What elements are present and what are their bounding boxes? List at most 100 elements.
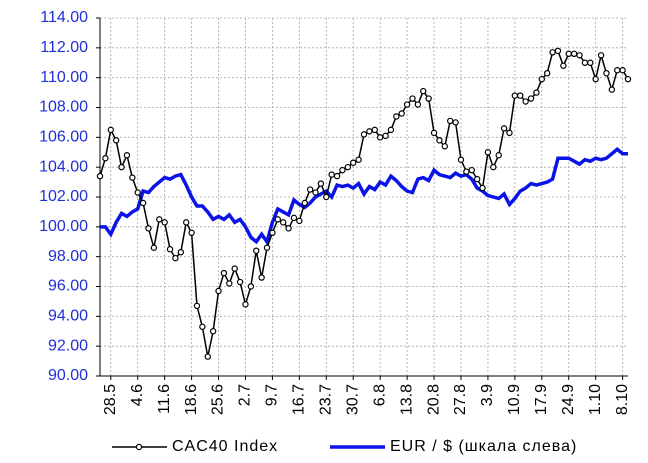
point-marker — [522, 98, 529, 105]
point-marker — [457, 156, 465, 163]
point-marker — [549, 49, 556, 56]
point-marker — [193, 302, 201, 310]
point-marker — [236, 278, 244, 286]
point-marker — [403, 101, 411, 108]
point-marker — [183, 219, 190, 226]
point-marker — [279, 219, 287, 226]
x-tick-label: 9.7 — [264, 384, 281, 406]
point-marker — [96, 172, 104, 180]
point-marker — [463, 168, 470, 175]
y-tick-label: 104.00 — [39, 158, 88, 175]
point-marker — [344, 163, 352, 171]
y-tick-label: 110.00 — [40, 69, 88, 86]
point-marker — [425, 95, 432, 102]
legend-marker — [135, 443, 143, 451]
point-marker — [398, 110, 405, 117]
point-marker — [382, 132, 389, 140]
point-marker — [420, 87, 427, 95]
point-marker — [123, 152, 131, 159]
point-marker — [317, 180, 325, 187]
point-marker — [479, 184, 486, 192]
point-marker — [409, 95, 416, 102]
x-tick-label: 1.10 — [587, 384, 604, 415]
x-tick-label: 2.7 — [237, 384, 254, 406]
y-tick-label: 94.00 — [48, 308, 88, 325]
point-marker — [328, 171, 335, 178]
x-tick-label: 3.9 — [479, 384, 496, 406]
point-marker — [290, 214, 298, 222]
point-marker — [554, 47, 562, 55]
x-tick-label: 4.6 — [129, 384, 146, 406]
point-marker — [209, 328, 217, 335]
point-marker — [339, 166, 346, 174]
y-tick-label: 98.00 — [48, 248, 88, 265]
point-marker — [576, 52, 583, 59]
point-marker — [220, 269, 228, 277]
point-marker — [436, 137, 443, 144]
point-marker — [285, 225, 292, 232]
point-marker — [306, 186, 314, 193]
x-tick-label: 30.7 — [344, 384, 361, 415]
point-marker — [350, 159, 357, 166]
point-marker — [156, 216, 163, 223]
point-marker — [139, 199, 147, 207]
point-marker — [414, 101, 422, 108]
point-marker — [188, 229, 195, 236]
point-marker — [263, 244, 271, 251]
x-tick-label: 16.7 — [291, 384, 308, 415]
y-tick-label: 106.00 — [39, 129, 88, 146]
point-marker — [624, 75, 632, 83]
y-tick-label: 102.00 — [39, 188, 88, 205]
point-marker — [511, 92, 519, 99]
point-marker — [247, 283, 255, 290]
point-marker — [242, 301, 249, 308]
x-tick-label: 13.8 — [398, 384, 415, 415]
point-marker — [145, 225, 152, 232]
point-marker — [517, 92, 524, 99]
point-marker — [387, 126, 395, 134]
point-marker — [490, 163, 497, 171]
y-tick-label: 96.00 — [48, 278, 88, 295]
point-marker — [215, 287, 222, 295]
x-tick-label: 25.6 — [210, 384, 227, 415]
point-marker — [430, 129, 438, 137]
point-marker — [447, 117, 454, 125]
x-tick-label: 28.5 — [102, 384, 119, 415]
y-tick-label: 90.00 — [48, 367, 88, 384]
x-tick-label: 20.8 — [425, 384, 442, 415]
y-tick-label: 112.00 — [40, 39, 88, 56]
point-marker — [565, 50, 572, 58]
point-marker — [150, 244, 158, 251]
point-marker — [441, 143, 449, 150]
point-marker — [570, 50, 578, 58]
point-marker — [360, 131, 368, 138]
point-marker — [312, 189, 319, 196]
point-marker — [204, 353, 211, 360]
point-marker — [301, 199, 308, 207]
legend-label: EUR / $ (шкала слева) — [390, 438, 577, 455]
point-marker — [134, 189, 141, 196]
point-marker — [587, 59, 594, 66]
point-marker — [543, 69, 551, 77]
legend-label: CAC40 Index — [172, 438, 278, 455]
point-marker — [608, 86, 616, 93]
point-marker — [226, 280, 233, 287]
x-tick-label: 10.9 — [506, 384, 523, 415]
point-marker — [172, 254, 179, 262]
point-marker — [274, 216, 281, 223]
point-marker — [333, 172, 341, 180]
x-tick-label: 8.10 — [614, 384, 631, 415]
series-line — [100, 146, 628, 246]
x-tick-label: 27.8 — [452, 384, 469, 415]
point-marker — [538, 75, 545, 83]
y-tick-label: 108.00 — [39, 99, 88, 116]
x-tick-label: 23.7 — [318, 384, 335, 415]
point-marker — [527, 95, 535, 102]
point-marker — [581, 59, 589, 66]
point-marker — [253, 247, 260, 254]
point-marker — [107, 126, 114, 134]
point-marker — [500, 125, 508, 132]
x-tick-label: 24.9 — [560, 384, 577, 415]
point-marker — [506, 129, 513, 137]
point-marker — [619, 67, 626, 74]
